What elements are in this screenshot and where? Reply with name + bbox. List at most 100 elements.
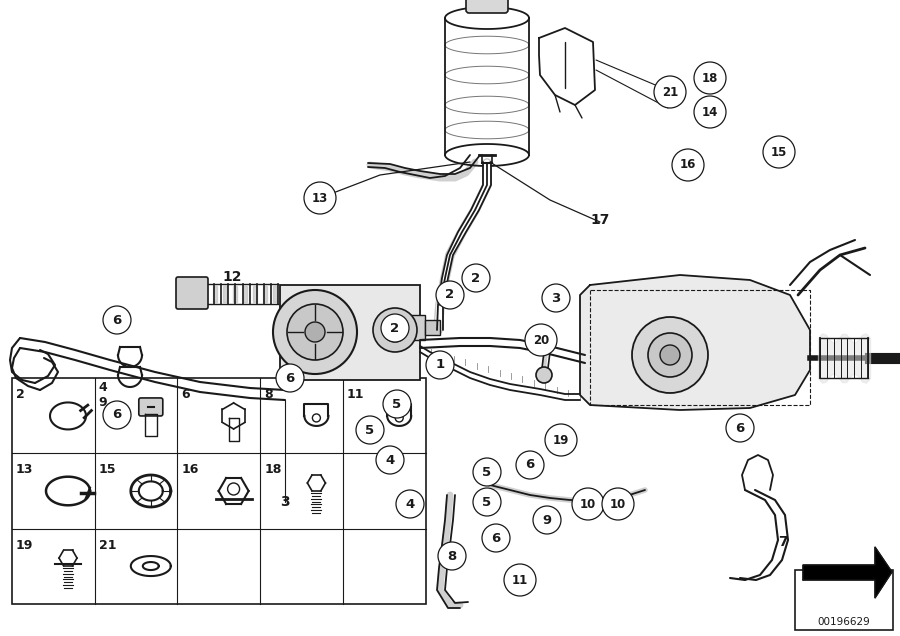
Circle shape xyxy=(305,322,325,342)
Text: 8: 8 xyxy=(264,389,273,401)
Text: 21: 21 xyxy=(98,539,116,551)
Circle shape xyxy=(383,390,411,418)
Circle shape xyxy=(304,182,336,214)
Text: 18: 18 xyxy=(264,464,282,476)
Circle shape xyxy=(356,416,384,444)
Text: 11: 11 xyxy=(346,389,364,401)
Text: 1: 1 xyxy=(436,359,445,371)
Text: 00196629: 00196629 xyxy=(817,617,870,627)
Polygon shape xyxy=(223,286,227,302)
Circle shape xyxy=(516,451,544,479)
Bar xyxy=(395,315,425,340)
Circle shape xyxy=(536,367,552,383)
Text: 5: 5 xyxy=(392,398,401,410)
Circle shape xyxy=(287,304,343,360)
Text: 2: 2 xyxy=(472,272,481,284)
Circle shape xyxy=(228,483,239,495)
Text: 8: 8 xyxy=(447,550,456,562)
Circle shape xyxy=(462,264,490,292)
Text: 4: 4 xyxy=(405,497,415,511)
Circle shape xyxy=(482,524,510,552)
Circle shape xyxy=(473,458,501,486)
Text: 17: 17 xyxy=(590,213,609,227)
Circle shape xyxy=(694,62,726,94)
Circle shape xyxy=(103,401,131,429)
Text: 7: 7 xyxy=(778,535,788,549)
Text: 16: 16 xyxy=(181,464,199,476)
Circle shape xyxy=(672,149,704,181)
Text: 11: 11 xyxy=(512,574,528,586)
Text: 6: 6 xyxy=(181,389,190,401)
Circle shape xyxy=(632,317,708,393)
Polygon shape xyxy=(273,286,277,302)
Text: 13: 13 xyxy=(15,464,33,476)
Polygon shape xyxy=(803,547,892,598)
Circle shape xyxy=(396,490,424,518)
Circle shape xyxy=(763,136,795,168)
Text: 21: 21 xyxy=(662,85,678,99)
Bar xyxy=(795,570,893,630)
Text: 15: 15 xyxy=(770,146,788,158)
Text: 19: 19 xyxy=(15,539,33,551)
Text: 6: 6 xyxy=(735,422,744,434)
Circle shape xyxy=(276,364,304,392)
Circle shape xyxy=(726,414,754,442)
Text: 3: 3 xyxy=(280,495,290,509)
FancyBboxPatch shape xyxy=(139,398,163,416)
Text: 12: 12 xyxy=(222,270,242,284)
Circle shape xyxy=(373,308,417,352)
Polygon shape xyxy=(243,286,247,302)
Text: 3: 3 xyxy=(552,291,561,305)
Circle shape xyxy=(381,314,409,342)
Text: 15: 15 xyxy=(98,464,116,476)
Text: 6: 6 xyxy=(491,532,500,544)
Circle shape xyxy=(536,337,552,353)
Circle shape xyxy=(473,488,501,516)
Text: 5: 5 xyxy=(482,466,491,478)
Polygon shape xyxy=(213,286,217,302)
Polygon shape xyxy=(580,275,810,410)
Bar xyxy=(12,378,426,604)
Circle shape xyxy=(426,351,454,379)
Circle shape xyxy=(273,290,357,374)
Text: 2: 2 xyxy=(15,389,24,401)
Text: 4: 4 xyxy=(385,453,394,466)
Text: 9: 9 xyxy=(543,513,552,527)
Text: 4
9: 4 9 xyxy=(98,381,107,409)
Text: 2: 2 xyxy=(446,289,454,301)
Text: 6: 6 xyxy=(526,459,535,471)
Bar xyxy=(280,285,420,380)
Circle shape xyxy=(376,446,404,474)
Text: 5: 5 xyxy=(482,495,491,509)
Text: 6: 6 xyxy=(285,371,294,385)
Text: 16: 16 xyxy=(680,158,697,172)
Text: 18: 18 xyxy=(702,71,718,85)
Circle shape xyxy=(436,281,464,309)
FancyBboxPatch shape xyxy=(176,277,208,309)
Polygon shape xyxy=(233,286,237,302)
Text: 14: 14 xyxy=(702,106,718,118)
Circle shape xyxy=(694,96,726,128)
Circle shape xyxy=(542,284,570,312)
Text: 10: 10 xyxy=(580,497,596,511)
Circle shape xyxy=(504,564,536,596)
Circle shape xyxy=(533,506,561,534)
Polygon shape xyxy=(253,286,257,302)
Circle shape xyxy=(545,424,577,456)
Text: 19: 19 xyxy=(553,434,569,446)
Text: 2: 2 xyxy=(391,322,400,335)
Circle shape xyxy=(395,414,403,422)
Circle shape xyxy=(572,488,604,520)
Circle shape xyxy=(660,345,680,365)
Text: 10: 10 xyxy=(610,497,626,511)
Circle shape xyxy=(383,318,407,342)
Circle shape xyxy=(103,306,131,334)
Text: 6: 6 xyxy=(112,314,122,326)
Circle shape xyxy=(602,488,634,520)
Circle shape xyxy=(654,76,686,108)
Text: 20: 20 xyxy=(533,333,549,347)
Circle shape xyxy=(525,324,557,356)
Circle shape xyxy=(648,333,692,377)
Polygon shape xyxy=(203,286,207,302)
Bar xyxy=(425,320,440,335)
